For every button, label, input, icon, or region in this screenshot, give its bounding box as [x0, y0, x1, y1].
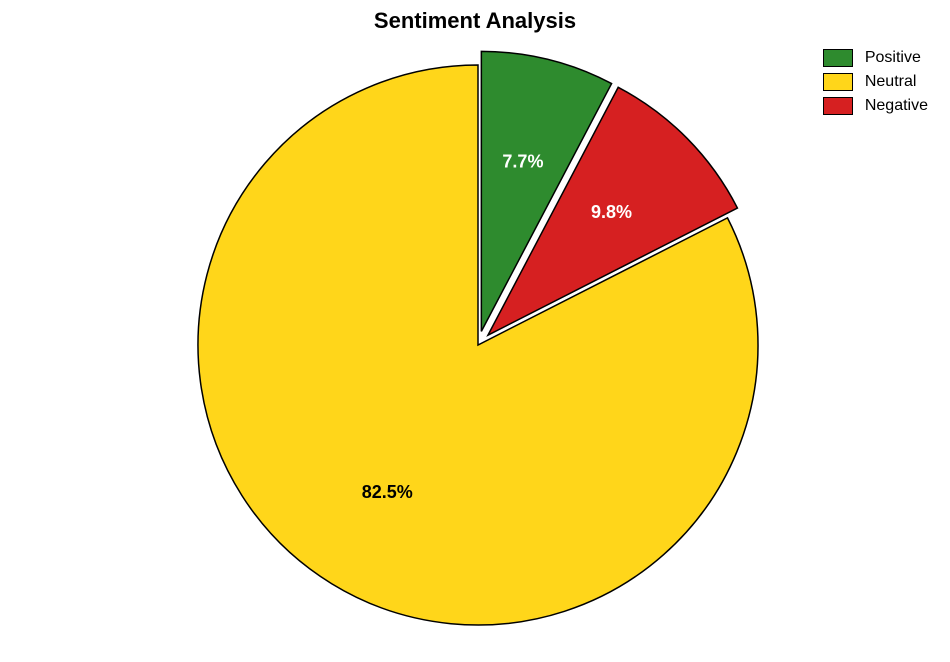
sentiment-pie-chart: Sentiment Analysis 82.5%9.8%7.7% Positiv… [0, 0, 950, 662]
legend-swatch [823, 49, 853, 67]
pie-slice-percent-positive: 7.7% [502, 152, 543, 172]
legend-label: Negative [865, 97, 928, 115]
pie-slice-percent-negative: 9.8% [591, 202, 632, 222]
legend-swatch [823, 97, 853, 115]
legend-item-neutral: Neutral [823, 70, 928, 94]
pie-svg: 82.5% 9.8% 7.7% [0, 0, 950, 662]
legend-label: Neutral [865, 73, 917, 91]
legend: Positive Neutral Negative [823, 46, 928, 118]
pie-slice-percent-neutral: 82.5% [362, 482, 413, 502]
legend-item-positive: Positive [823, 46, 928, 70]
legend-swatch [823, 73, 853, 91]
legend-item-negative: Negative [823, 94, 928, 118]
legend-label: Positive [865, 49, 921, 67]
